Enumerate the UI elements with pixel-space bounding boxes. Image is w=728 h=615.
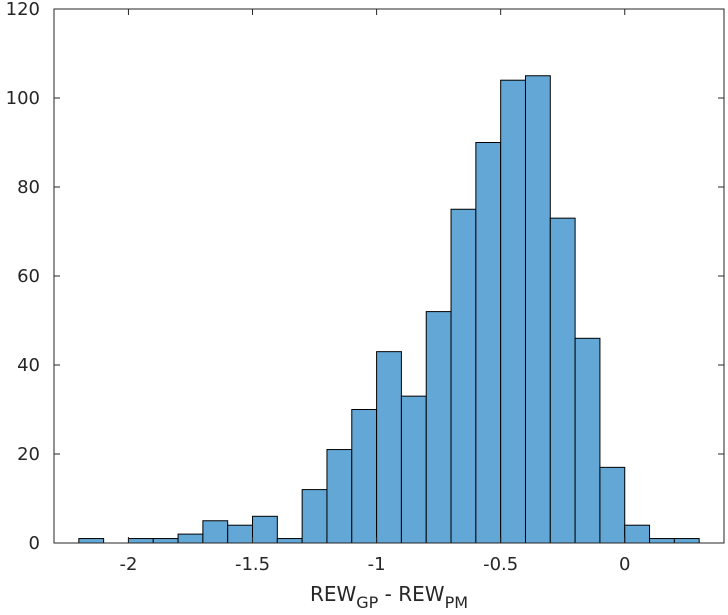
histogram-bar	[276, 538, 303, 544]
x-axis-label: REWGP - REWPM	[310, 582, 468, 612]
histogram-bar	[301, 489, 328, 544]
y-tick-label: 20	[17, 444, 40, 465]
histogram-bar	[649, 538, 675, 544]
histogram-bar	[252, 515, 278, 544]
x-tick-label: -1.5	[235, 554, 270, 575]
histogram-bar	[152, 538, 179, 544]
histogram-bar	[351, 409, 378, 544]
x-tick-label: -1	[368, 554, 386, 575]
y-tick-label: 120	[6, 0, 40, 20]
bars-group	[78, 75, 700, 544]
histogram-bar	[127, 538, 154, 544]
histogram-bar	[500, 79, 526, 544]
ticks-group: -2 -1.5 -1 -0.5 0 0 20 40 60 80 100 120	[6, 0, 724, 575]
y-tick-label: 40	[17, 355, 40, 376]
histogram-bar	[450, 208, 477, 544]
y-tick-label: 0	[29, 533, 40, 554]
x-tick-label: -0.5	[483, 554, 518, 575]
histogram-bar	[78, 538, 105, 544]
histogram-bar	[599, 466, 626, 544]
histogram-bar	[326, 449, 353, 544]
histogram-bar	[673, 538, 700, 544]
histogram-bar	[376, 351, 402, 544]
histogram-bar	[425, 311, 452, 544]
histogram-bar	[400, 395, 427, 544]
histogram-bar	[202, 520, 229, 544]
y-tick-label: 80	[17, 177, 40, 198]
x-tick-label: 0	[619, 554, 630, 575]
x-tick-label: -2	[119, 554, 137, 575]
histogram-bar	[177, 533, 204, 544]
y-tick-label: 60	[17, 266, 40, 287]
histogram-bar	[524, 75, 551, 544]
y-tick-label: 100	[6, 88, 40, 109]
histogram-bar	[227, 524, 254, 544]
histogram-bar	[624, 524, 651, 544]
histogram-bar	[549, 217, 576, 544]
histogram-bar	[475, 142, 502, 544]
histogram-bar	[574, 337, 601, 544]
